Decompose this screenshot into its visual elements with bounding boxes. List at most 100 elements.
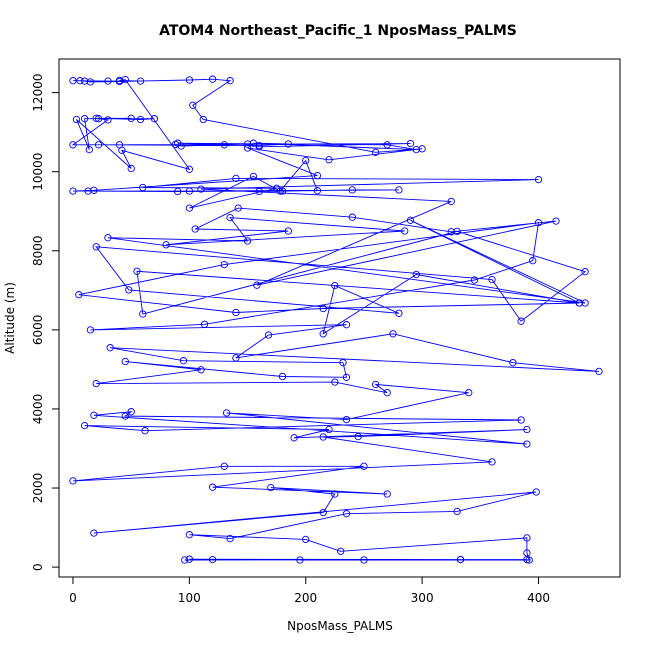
x-tick-label: 200 bbox=[294, 591, 317, 605]
data-point bbox=[453, 507, 461, 516]
data-point bbox=[69, 187, 77, 195]
data-point bbox=[255, 187, 263, 196]
data-point bbox=[342, 321, 351, 329]
y-tick-label: 0 bbox=[31, 563, 45, 571]
data-point bbox=[348, 186, 356, 194]
data-point bbox=[139, 310, 147, 318]
data-point bbox=[319, 330, 327, 338]
data-point bbox=[226, 534, 234, 543]
data-point bbox=[141, 427, 149, 435]
y-tick-label: 8000 bbox=[31, 236, 45, 267]
data-point bbox=[115, 76, 124, 85]
data-point bbox=[342, 510, 351, 518]
data-point bbox=[150, 115, 159, 123]
y-axis: 0 2000 4000 6000 8000 10000 12000 bbox=[31, 74, 60, 571]
data-point bbox=[162, 241, 170, 249]
data-point bbox=[447, 197, 455, 206]
data-point bbox=[185, 76, 194, 84]
data-point bbox=[185, 555, 194, 563]
data-point bbox=[69, 77, 77, 85]
data-point bbox=[523, 549, 531, 557]
x-tick-label: 0 bbox=[69, 591, 77, 605]
data-point bbox=[371, 148, 380, 156]
data-point bbox=[406, 139, 415, 148]
y-tick-label: 12000 bbox=[31, 74, 45, 112]
data-point bbox=[92, 243, 100, 251]
data-point bbox=[92, 114, 100, 122]
data-point bbox=[595, 367, 603, 376]
data-point bbox=[325, 156, 333, 164]
data-point bbox=[84, 187, 92, 195]
data-point bbox=[171, 140, 180, 149]
data-point bbox=[532, 488, 540, 496]
data-point bbox=[94, 115, 103, 123]
data-point bbox=[243, 140, 252, 148]
data-point bbox=[234, 204, 242, 212]
data-point bbox=[360, 462, 368, 470]
data-point bbox=[313, 187, 322, 195]
data-point bbox=[90, 411, 98, 419]
data-point bbox=[243, 144, 252, 152]
data-point bbox=[208, 555, 217, 564]
data-point bbox=[331, 378, 339, 386]
data-point bbox=[517, 317, 525, 325]
series-layer bbox=[69, 75, 603, 564]
data-point bbox=[136, 115, 145, 124]
data-point bbox=[185, 531, 194, 539]
data-point bbox=[80, 77, 89, 85]
x-axis: 0 100 200 300 400 bbox=[69, 576, 550, 605]
data-point bbox=[509, 359, 517, 367]
data-point bbox=[339, 359, 347, 367]
data-point bbox=[383, 490, 391, 498]
data-point bbox=[208, 75, 217, 83]
data-point bbox=[226, 77, 234, 85]
data-point bbox=[133, 267, 141, 275]
data-point bbox=[121, 357, 129, 366]
data-point bbox=[220, 260, 228, 269]
data-point bbox=[104, 116, 112, 124]
data-point bbox=[197, 185, 205, 193]
x-tick-label: 300 bbox=[411, 591, 434, 605]
data-point bbox=[523, 534, 531, 542]
data-point bbox=[264, 331, 273, 339]
data-point bbox=[75, 291, 83, 299]
data-point bbox=[104, 77, 112, 85]
data-point bbox=[267, 483, 275, 492]
data-point bbox=[72, 115, 81, 124]
data-point bbox=[232, 354, 240, 362]
data-point bbox=[90, 529, 98, 537]
data-point bbox=[534, 175, 543, 184]
plot-area bbox=[58, 58, 621, 578]
data-point bbox=[199, 115, 207, 124]
data-point bbox=[136, 77, 145, 85]
data-point bbox=[412, 270, 420, 279]
data-point bbox=[319, 433, 327, 441]
data-point bbox=[104, 234, 112, 242]
plot-frame bbox=[58, 58, 621, 578]
data-point bbox=[86, 78, 95, 86]
data-point bbox=[523, 425, 531, 434]
data-point bbox=[389, 330, 397, 338]
data-point bbox=[284, 227, 292, 235]
data-point bbox=[529, 257, 537, 265]
data-point bbox=[517, 416, 525, 424]
data-point bbox=[313, 171, 322, 180]
data-point bbox=[290, 434, 298, 442]
data-point bbox=[523, 440, 531, 448]
data-point bbox=[90, 186, 98, 194]
data-point bbox=[179, 357, 188, 365]
data-point bbox=[278, 372, 287, 381]
x-tick-label: 100 bbox=[178, 591, 201, 605]
y-tick-label: 6000 bbox=[31, 315, 45, 346]
data-point bbox=[208, 483, 217, 491]
data-point bbox=[456, 555, 465, 564]
data-point bbox=[453, 227, 461, 236]
data-point bbox=[191, 225, 199, 233]
data-point bbox=[92, 379, 100, 388]
data-point bbox=[139, 183, 147, 192]
data-point bbox=[325, 425, 333, 434]
y-axis-label: Altitude (m) bbox=[3, 282, 17, 354]
data-point bbox=[360, 556, 368, 564]
data-point bbox=[296, 556, 304, 564]
